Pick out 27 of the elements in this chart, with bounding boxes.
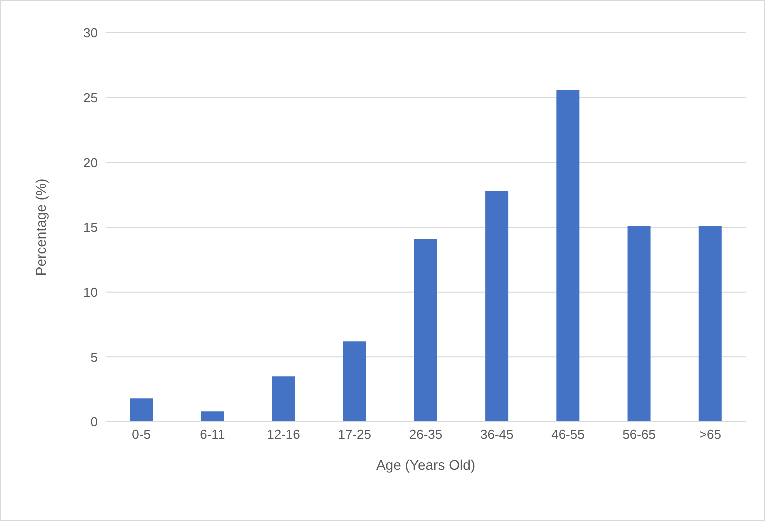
bar xyxy=(130,398,153,422)
bar xyxy=(272,376,296,422)
bar xyxy=(698,226,722,422)
y-tick-label: 10 xyxy=(84,284,98,300)
y-tick-label: 30 xyxy=(84,26,98,41)
x-tick-label: 36-45 xyxy=(480,427,514,442)
x-tick-label: 46-55 xyxy=(552,427,585,442)
y-axis-title: Percentage (%) xyxy=(32,178,49,276)
y-tick-label: 25 xyxy=(84,90,98,106)
bar xyxy=(486,191,509,422)
x-tick-label: 17-25 xyxy=(338,427,372,442)
x-axis-title: Age (Years Old) xyxy=(376,457,476,473)
y-tick-label: 15 xyxy=(84,220,98,236)
bar xyxy=(556,90,580,422)
x-tick-label: 0-5 xyxy=(132,427,151,442)
y-tick-label: 0 xyxy=(90,414,98,430)
x-tick-label: 26-35 xyxy=(409,427,443,442)
bar xyxy=(628,226,651,422)
bar xyxy=(343,342,366,422)
x-tick-label: 6-11 xyxy=(200,427,226,442)
y-tick-label: 5 xyxy=(90,350,98,365)
x-tick-label: 56-65 xyxy=(622,427,656,442)
bar xyxy=(201,412,224,422)
x-tick-label: >65 xyxy=(699,427,722,442)
y-tick-label: 20 xyxy=(84,155,98,170)
bar xyxy=(414,239,438,422)
x-tick-label: 12-16 xyxy=(267,427,300,442)
